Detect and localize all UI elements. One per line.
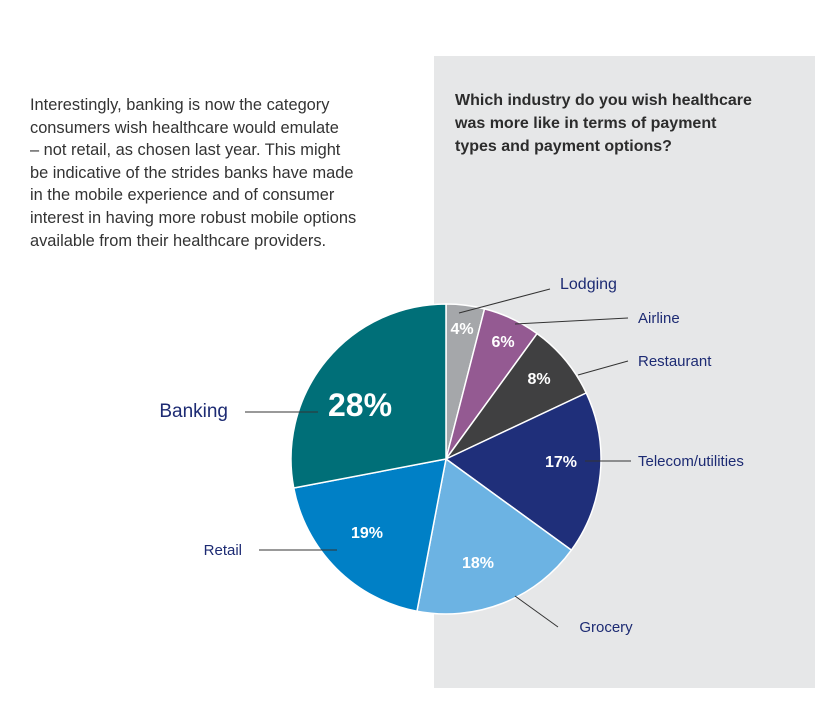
category-label-telecom-utilities: Telecom/utilities — [638, 453, 744, 470]
percent-label-retail: 19% — [351, 525, 383, 542]
percent-label-restaurant: 8% — [527, 371, 550, 388]
percent-label-grocery: 18% — [462, 555, 494, 572]
category-label-retail: Retail — [204, 542, 242, 559]
category-label-airline: Airline — [638, 310, 680, 327]
category-label-restaurant: Restaurant — [638, 353, 712, 370]
pie-slice-grocery — [416, 457, 573, 615]
leader-line-lodging — [458, 288, 551, 314]
pie-slice-telecom-utilities — [444, 392, 602, 552]
intro-paragraph: Interestingly, banking is now the catego… — [30, 96, 357, 250]
chart-question: Which industry do you wish healthcare wa… — [455, 92, 752, 155]
category-label-banking: Banking — [159, 401, 228, 422]
percent-label-lodging: 4% — [450, 321, 473, 338]
leader-line-grocery — [514, 595, 559, 628]
pie-slice-retail — [292, 458, 447, 613]
leader-line-airline — [514, 317, 629, 325]
percent-label-airline: 6% — [491, 334, 514, 351]
pie-slice-banking — [290, 303, 447, 489]
category-label-lodging: Lodging — [560, 276, 617, 293]
percent-label-telecom-utilities: 17% — [545, 454, 577, 471]
category-label-grocery: Grocery — [579, 619, 633, 636]
leader-line-restaurant — [577, 360, 629, 376]
percent-label-banking: 28% — [328, 387, 392, 423]
